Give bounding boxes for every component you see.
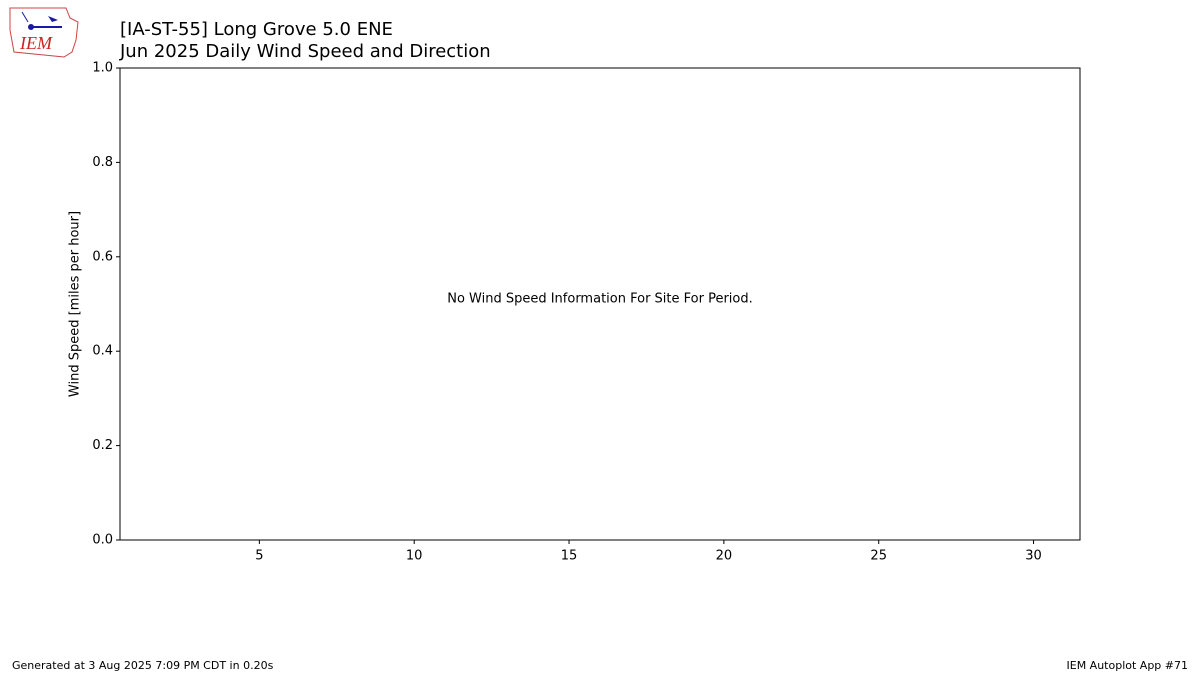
chart-title: [IA-ST-55] Long Grove 5.0 ENE <box>120 19 393 40</box>
plot-frame <box>119 67 1081 541</box>
y-tick-label: 1.0 <box>92 61 113 76</box>
x-tick-label: 20 <box>716 549 733 564</box>
logo-icon <box>48 16 58 22</box>
chart-subtitle: Jun 2025 Daily Wind Speed and Direction <box>119 41 491 62</box>
logo: IEM <box>9 7 79 58</box>
y-tick-label: 0.0 <box>92 533 113 548</box>
logo-icon <box>28 24 34 30</box>
y-tick-label: 0.2 <box>92 438 113 453</box>
y-tick-label: 0.4 <box>92 344 113 359</box>
x-tick-label: 5 <box>255 549 263 564</box>
x-tick-label: 10 <box>406 549 423 564</box>
y-tick-label: 0.6 <box>92 249 113 264</box>
logo-text: IEM <box>19 33 53 53</box>
x-tick-label: 15 <box>561 549 578 564</box>
y-tick-label: 0.8 <box>92 155 113 170</box>
y-axis-label: Wind Speed [miles per hour] <box>68 211 83 397</box>
x-tick-label: 30 <box>1025 549 1042 564</box>
x-tick-label: 25 <box>870 549 887 564</box>
annotation: No Wind Speed Information For Site For P… <box>447 292 753 307</box>
footer-left: Generated at 3 Aug 2025 7:09 PM CDT in 0… <box>12 659 274 672</box>
footer-right: IEM Autoplot App #71 <box>1067 659 1189 672</box>
logo-icon <box>21 11 29 23</box>
